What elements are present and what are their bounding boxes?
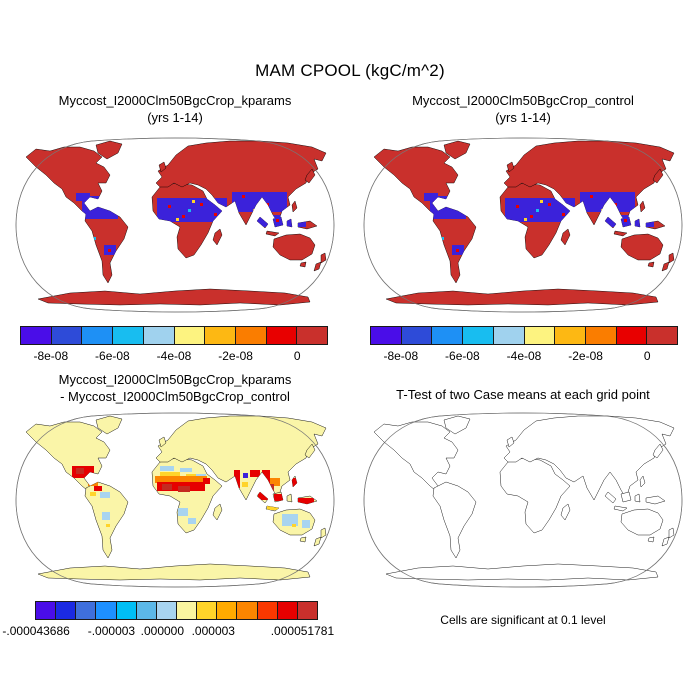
colorbar-bar [20, 326, 329, 345]
colorbar-segment [236, 601, 258, 620]
colorbar-segment [584, 326, 617, 345]
colorbar-tick-labels: -8e-08 -6e-08 -4e-08 -2e-08 0 [370, 349, 678, 363]
colorbar-segment [615, 326, 648, 345]
world-map-difference [15, 412, 335, 588]
colorbar-segment [523, 326, 556, 345]
colorbar-segment [75, 601, 97, 620]
map-panel-kparams [10, 133, 340, 322]
colorbar-segment [400, 326, 433, 345]
colorbar-segment [142, 326, 175, 345]
colorbar-segment [370, 326, 402, 345]
colorbar-tick-label: 0 [293, 349, 301, 363]
colorbar-tick-label: -8e-08 [33, 349, 69, 363]
colorbar-bar [370, 326, 679, 345]
panel-title-line1: T-Test of two Case means at each grid po… [396, 387, 650, 402]
colorbar-segment [35, 601, 57, 620]
panel-title-bottom-right: T-Test of two Case means at each grid po… [358, 386, 688, 403]
panel-title-line1: Myccost_I2000Clm50BgcCrop_kparams [58, 372, 292, 387]
colorbar-tick-label: -2e-08 [218, 349, 253, 363]
world-map-control [363, 137, 683, 313]
colorbar-segment [256, 601, 278, 620]
colorbar-bar [35, 601, 318, 620]
colorbar-tick-label: -2e-08 [568, 349, 603, 363]
colorbar-tick-label: -8e-08 [383, 349, 419, 363]
data-cell-patches [72, 466, 314, 528]
colorbar-tick-label: -4e-08 [156, 349, 192, 363]
colorbar-segment [234, 326, 267, 345]
colorbar-segment [296, 601, 318, 620]
colorbar-segment [296, 326, 329, 345]
colorbar-segment [431, 326, 464, 345]
colorbar-segment [112, 326, 144, 345]
panel-title-line1: Myccost_I2000Clm50BgcCrop_control [412, 93, 634, 108]
colorbar-tick-label: .000003 [191, 624, 235, 638]
colorbar-tick-labels: -8e-08 -6e-08 -4e-08 -2e-08 0 [20, 349, 328, 363]
colorbar-tick-label: 0 [643, 349, 651, 363]
colorbar-segment [155, 601, 177, 620]
significance-note: Cells are significant at 0.1 level [440, 613, 606, 627]
colorbar-segment [196, 601, 218, 620]
colorbar-segment [115, 601, 137, 620]
colorbar-segment [50, 326, 83, 345]
map-panel-difference [10, 408, 340, 597]
panel-title-top-right: Myccost_I2000Clm50BgcCrop_control (yrs 1… [358, 92, 688, 126]
colorbar-segment [135, 601, 157, 620]
colorbar-segment [95, 601, 117, 620]
colorbar-segment [20, 326, 52, 345]
world-map-kparams [15, 137, 335, 313]
colorbar-segment [265, 326, 298, 345]
colorbar-segment [462, 326, 494, 345]
panel-title-bottom-left: Myccost_I2000Clm50BgcCrop_kparams - Mycc… [10, 371, 340, 405]
colorbar-segment [173, 326, 206, 345]
colorbar-segment [204, 326, 236, 345]
colorbar-tick-label: -6e-08 [445, 349, 480, 363]
colorbar-tick-label: .000051781 [270, 624, 335, 638]
panel-title-line1: Myccost_I2000Clm50BgcCrop_kparams [58, 93, 292, 108]
colorbar-segment [216, 601, 238, 620]
map-panel-ttest [358, 408, 688, 597]
panel-title-top-left: Myccost_I2000Clm50BgcCrop_kparams (yrs 1… [10, 92, 340, 126]
colorbar-segment [55, 601, 77, 620]
colorbar-tick-label: -.000003 [87, 624, 136, 638]
colorbar-segment [81, 326, 114, 345]
colorbar-tick-label: -6e-08 [95, 349, 130, 363]
colorbar-segment [646, 326, 679, 345]
panel-title-line2: (yrs 1-14) [495, 110, 551, 125]
colorbar-segment [492, 326, 525, 345]
panel-title-line2: - Myccost_I2000Clm50BgcCrop_control [60, 389, 290, 404]
colorbar-segment [276, 601, 298, 620]
panel-title-line2: (yrs 1-14) [147, 110, 203, 125]
colorbar-segment [554, 326, 586, 345]
world-map-ttest [363, 412, 683, 588]
colorbar-tick-label: -4e-08 [506, 349, 542, 363]
colorbar-segment [175, 601, 198, 620]
map-panel-control [358, 133, 688, 322]
figure-title: MAM CPOOL (kgC/m^2) [255, 61, 445, 80]
colorbar-tick-label: .000000 [140, 624, 185, 638]
colorbar-tick-labels: -.000043686 -.000003 .000000 .000003 .000051… [2, 624, 334, 638]
land-masses [373, 415, 675, 581]
colorbar-tick-label: -.000043686 [2, 624, 70, 638]
